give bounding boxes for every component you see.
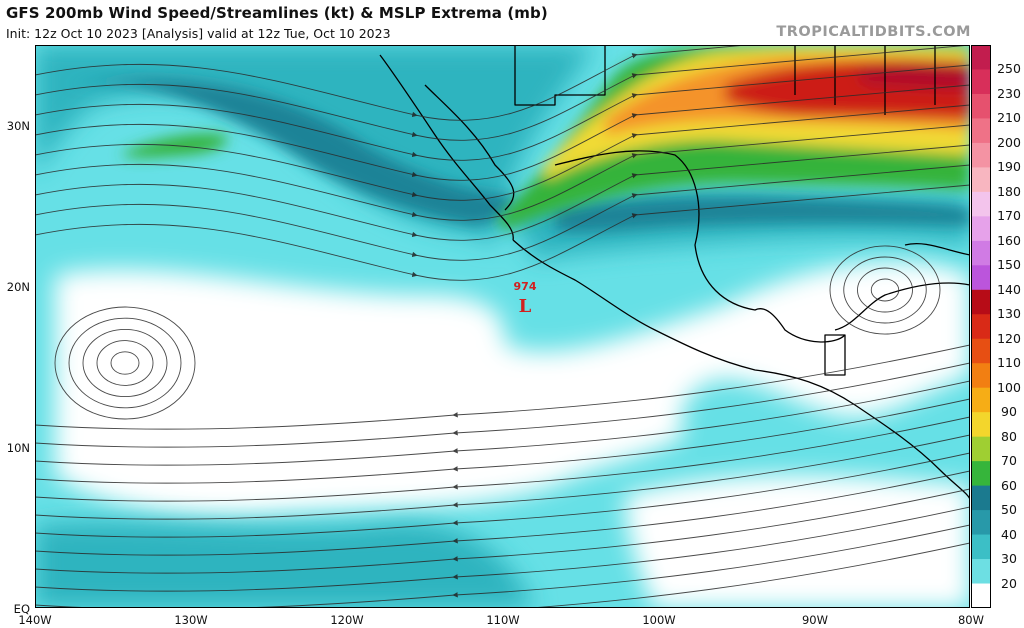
colorbar-swatch (971, 93, 991, 119)
colorbar-swatch (971, 167, 991, 193)
colorbar-swatch (971, 485, 991, 511)
lon-label-120w: 120W (330, 613, 364, 627)
colorbar-swatch (971, 216, 991, 242)
lon-label-130w: 130W (174, 613, 208, 627)
colorbar (971, 45, 991, 608)
streamline (96, 340, 154, 386)
colorbar-label: 140 (997, 281, 1021, 297)
streamline (35, 344, 970, 430)
streamline (35, 416, 970, 502)
colorbar-swatch (971, 412, 991, 438)
streamline (35, 434, 970, 520)
streamline (35, 362, 970, 448)
lon-label-140w: 140W (18, 613, 52, 627)
colorbar-label: 200 (997, 134, 1021, 150)
colorbar-swatch (971, 510, 991, 536)
colorbar-swatch (971, 142, 991, 168)
colorbar-swatch (971, 387, 991, 413)
lat-label-10n: 10N (6, 441, 30, 455)
streamline (843, 256, 927, 324)
chart-title: GFS 200mb Wind Speed/Streamlines (kt) & … (6, 4, 548, 22)
lon-label-110w: 110W (486, 613, 520, 627)
streamline (829, 245, 941, 335)
colorbar-label: 180 (997, 183, 1021, 199)
streamlines (35, 45, 970, 608)
colorbar-label: 50 (1001, 502, 1017, 518)
colorbar-swatch (971, 265, 991, 291)
colorbar-swatch (971, 45, 991, 70)
colorbar-swatch (971, 583, 991, 608)
streamline (870, 278, 900, 302)
streamline (35, 184, 970, 281)
colorbar-label: 20 (1001, 575, 1017, 591)
lon-label-90w: 90W (801, 613, 828, 627)
colorbar-swatch (971, 363, 991, 389)
colorbar-label: 100 (997, 379, 1021, 395)
colorbar-label: 110 (997, 355, 1021, 371)
lat-label-30n: 30N (6, 119, 30, 133)
streamline (35, 452, 970, 538)
streamline (35, 470, 970, 556)
streamline (82, 329, 168, 397)
colorbar-label: 30 (1001, 551, 1017, 567)
colorbar-swatch (971, 534, 991, 560)
colorbar-swatch (971, 240, 991, 266)
colorbar-swatch (971, 338, 991, 364)
streamline (110, 351, 140, 375)
colorbar-label: 120 (997, 330, 1021, 346)
strong-wind-areas (65, 78, 970, 232)
colorbar-label: 170 (997, 208, 1021, 224)
wind-map: 974 L (35, 45, 970, 608)
colorbar-swatch (971, 436, 991, 462)
colorbar-label: 250 (997, 61, 1021, 77)
low-pressure-value: 974 (514, 280, 537, 293)
colorbar-label: 40 (1001, 526, 1017, 542)
colorbar-swatch (971, 69, 991, 95)
lon-label-100w: 100W (642, 613, 676, 627)
streamline (857, 267, 913, 313)
streamline (525, 542, 970, 608)
streamline (35, 380, 970, 466)
mslp-low-marker: 974 L (514, 280, 537, 317)
colorbar-swatch (971, 461, 991, 487)
colorbar-label: 160 (997, 232, 1021, 248)
colorbar-label: 230 (997, 85, 1021, 101)
colorbar-label: 210 (997, 110, 1021, 126)
colorbar-label: 70 (1001, 453, 1017, 469)
colorbar-swatch (971, 314, 991, 340)
colorbar-label: 130 (997, 306, 1021, 322)
colorbar-swatch (971, 289, 991, 315)
brand-watermark: TROPICALTIDBITS.COM (776, 24, 971, 40)
lon-label-80w: 80W (957, 613, 984, 627)
colorbar-swatch (971, 118, 991, 144)
colorbar-swatch (971, 559, 991, 585)
streamline (35, 488, 970, 574)
lat-label-20n: 20N (6, 280, 30, 294)
colorbar-label: 60 (1001, 477, 1017, 493)
chart-subtitle: Init: 12z Oct 10 2023 [Analysis] valid a… (6, 26, 391, 41)
streamline (35, 506, 970, 592)
streamline (35, 524, 970, 608)
streamline (68, 317, 182, 409)
lat-label-eq: EQ (13, 602, 30, 616)
colorbar-label: 80 (1001, 428, 1017, 444)
colorbar-label: 150 (997, 257, 1021, 273)
streamline (35, 398, 970, 484)
calm-wind-areas (55, 261, 970, 608)
streamline (54, 306, 196, 420)
colorbar-swatch (971, 191, 991, 217)
low-symbol: L (519, 296, 532, 317)
colorbar-label: 90 (1001, 404, 1017, 420)
colorbar-label: 190 (997, 159, 1021, 175)
